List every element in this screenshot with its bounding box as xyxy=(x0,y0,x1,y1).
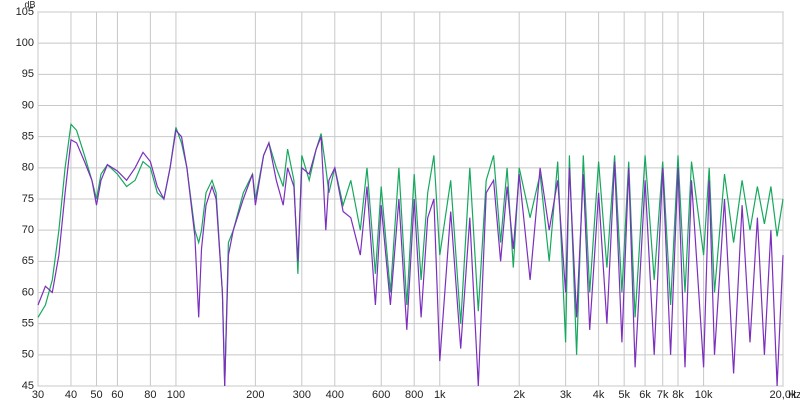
x-tick-label: 300 xyxy=(293,389,311,401)
x-tick-label: 10k xyxy=(695,389,713,401)
x-tick-label: 60 xyxy=(111,389,123,401)
x-tick-label: 7k xyxy=(657,389,669,401)
x-tick-label: 5k xyxy=(618,389,630,401)
y-tick-label: 90 xyxy=(22,99,34,111)
y-tick-label: 65 xyxy=(22,255,34,267)
y-tick-label: 75 xyxy=(22,193,34,205)
x-tick-label: 8k xyxy=(672,389,684,401)
series-line xyxy=(37,129,784,387)
y-tick-label: 55 xyxy=(22,318,34,330)
y-tick-label: 45 xyxy=(22,380,34,392)
y-tick-label: 100 xyxy=(16,37,34,49)
y-tick-label: 85 xyxy=(22,131,34,143)
y-tick-label: 70 xyxy=(22,224,34,236)
y-tick-label: 80 xyxy=(22,162,34,174)
x-tick-label: 20,0k xyxy=(770,389,797,401)
x-tick-label: 40 xyxy=(65,389,77,401)
x-tick-label: 100 xyxy=(167,389,185,401)
x-tick-label: 6k xyxy=(639,389,651,401)
y-tick-label: 50 xyxy=(22,349,34,361)
x-tick-label: 3k xyxy=(560,389,572,401)
x-tick-label: 400 xyxy=(326,389,344,401)
y-tick-label: 95 xyxy=(22,68,34,80)
x-tick-label: 80 xyxy=(144,389,156,401)
x-tick-label: 30 xyxy=(32,389,44,401)
y-axis-label: dB xyxy=(24,0,35,9)
x-tick-label: 2k xyxy=(513,389,525,401)
x-tick-label: 1k xyxy=(434,389,446,401)
x-tick-label: 50 xyxy=(90,389,102,401)
x-tick-label: 4k xyxy=(593,389,605,401)
x-axis-label: Hz xyxy=(788,389,800,401)
y-tick-label: 105 xyxy=(16,6,34,18)
x-tick-label: 600 xyxy=(372,389,390,401)
y-tick-label: 60 xyxy=(22,286,34,298)
x-tick-label: 800 xyxy=(405,389,423,401)
x-tick-label: 200 xyxy=(246,389,264,401)
